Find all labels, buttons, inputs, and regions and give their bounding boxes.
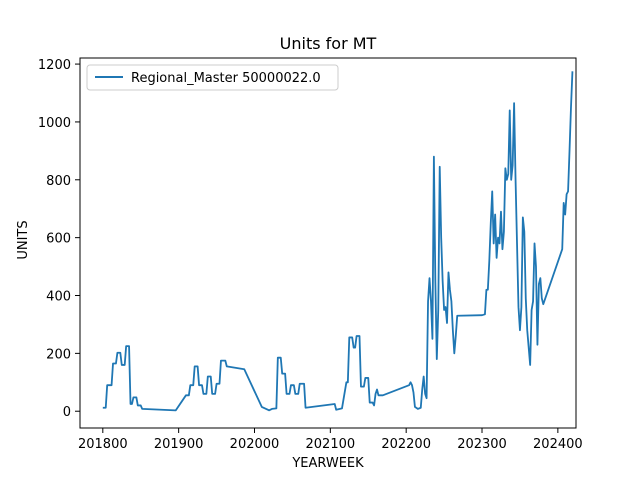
y-tick-label: 800 xyxy=(46,174,71,189)
series-layer xyxy=(102,71,574,412)
y-tick-label: 200 xyxy=(46,347,71,362)
legend-box xyxy=(86,64,339,91)
legend: Regional_Master 50000022.0 xyxy=(86,64,339,91)
x-tick-label: 202300 xyxy=(457,437,507,452)
legend-label: Regional_Master 50000022.0 xyxy=(131,71,321,86)
y-tick-label: 1200 xyxy=(38,58,71,73)
y-tick-label: 0 xyxy=(63,405,71,420)
x-tick-label: 201900 xyxy=(154,437,204,452)
y-tick-label: 600 xyxy=(46,232,71,247)
y-tick-label: 1000 xyxy=(38,116,71,131)
axis-ticks: 201800 201900 202000 202100 202200 202300 2024… xyxy=(38,58,583,452)
x-tick-label: 202100 xyxy=(306,437,356,452)
y-tick-label: 400 xyxy=(46,290,71,305)
chart-title: Units for MT xyxy=(280,34,377,53)
y-axis-label: UNITS xyxy=(16,220,31,259)
x-tick-label: 202200 xyxy=(381,437,431,452)
plot-frame xyxy=(79,57,577,429)
x-axis-label: YEARWEEK xyxy=(291,456,364,471)
x-tick-label: 202000 xyxy=(230,437,280,452)
x-tick-label: 201800 xyxy=(78,437,128,452)
x-tick-label: 202400 xyxy=(533,437,583,452)
series-line xyxy=(102,71,574,412)
